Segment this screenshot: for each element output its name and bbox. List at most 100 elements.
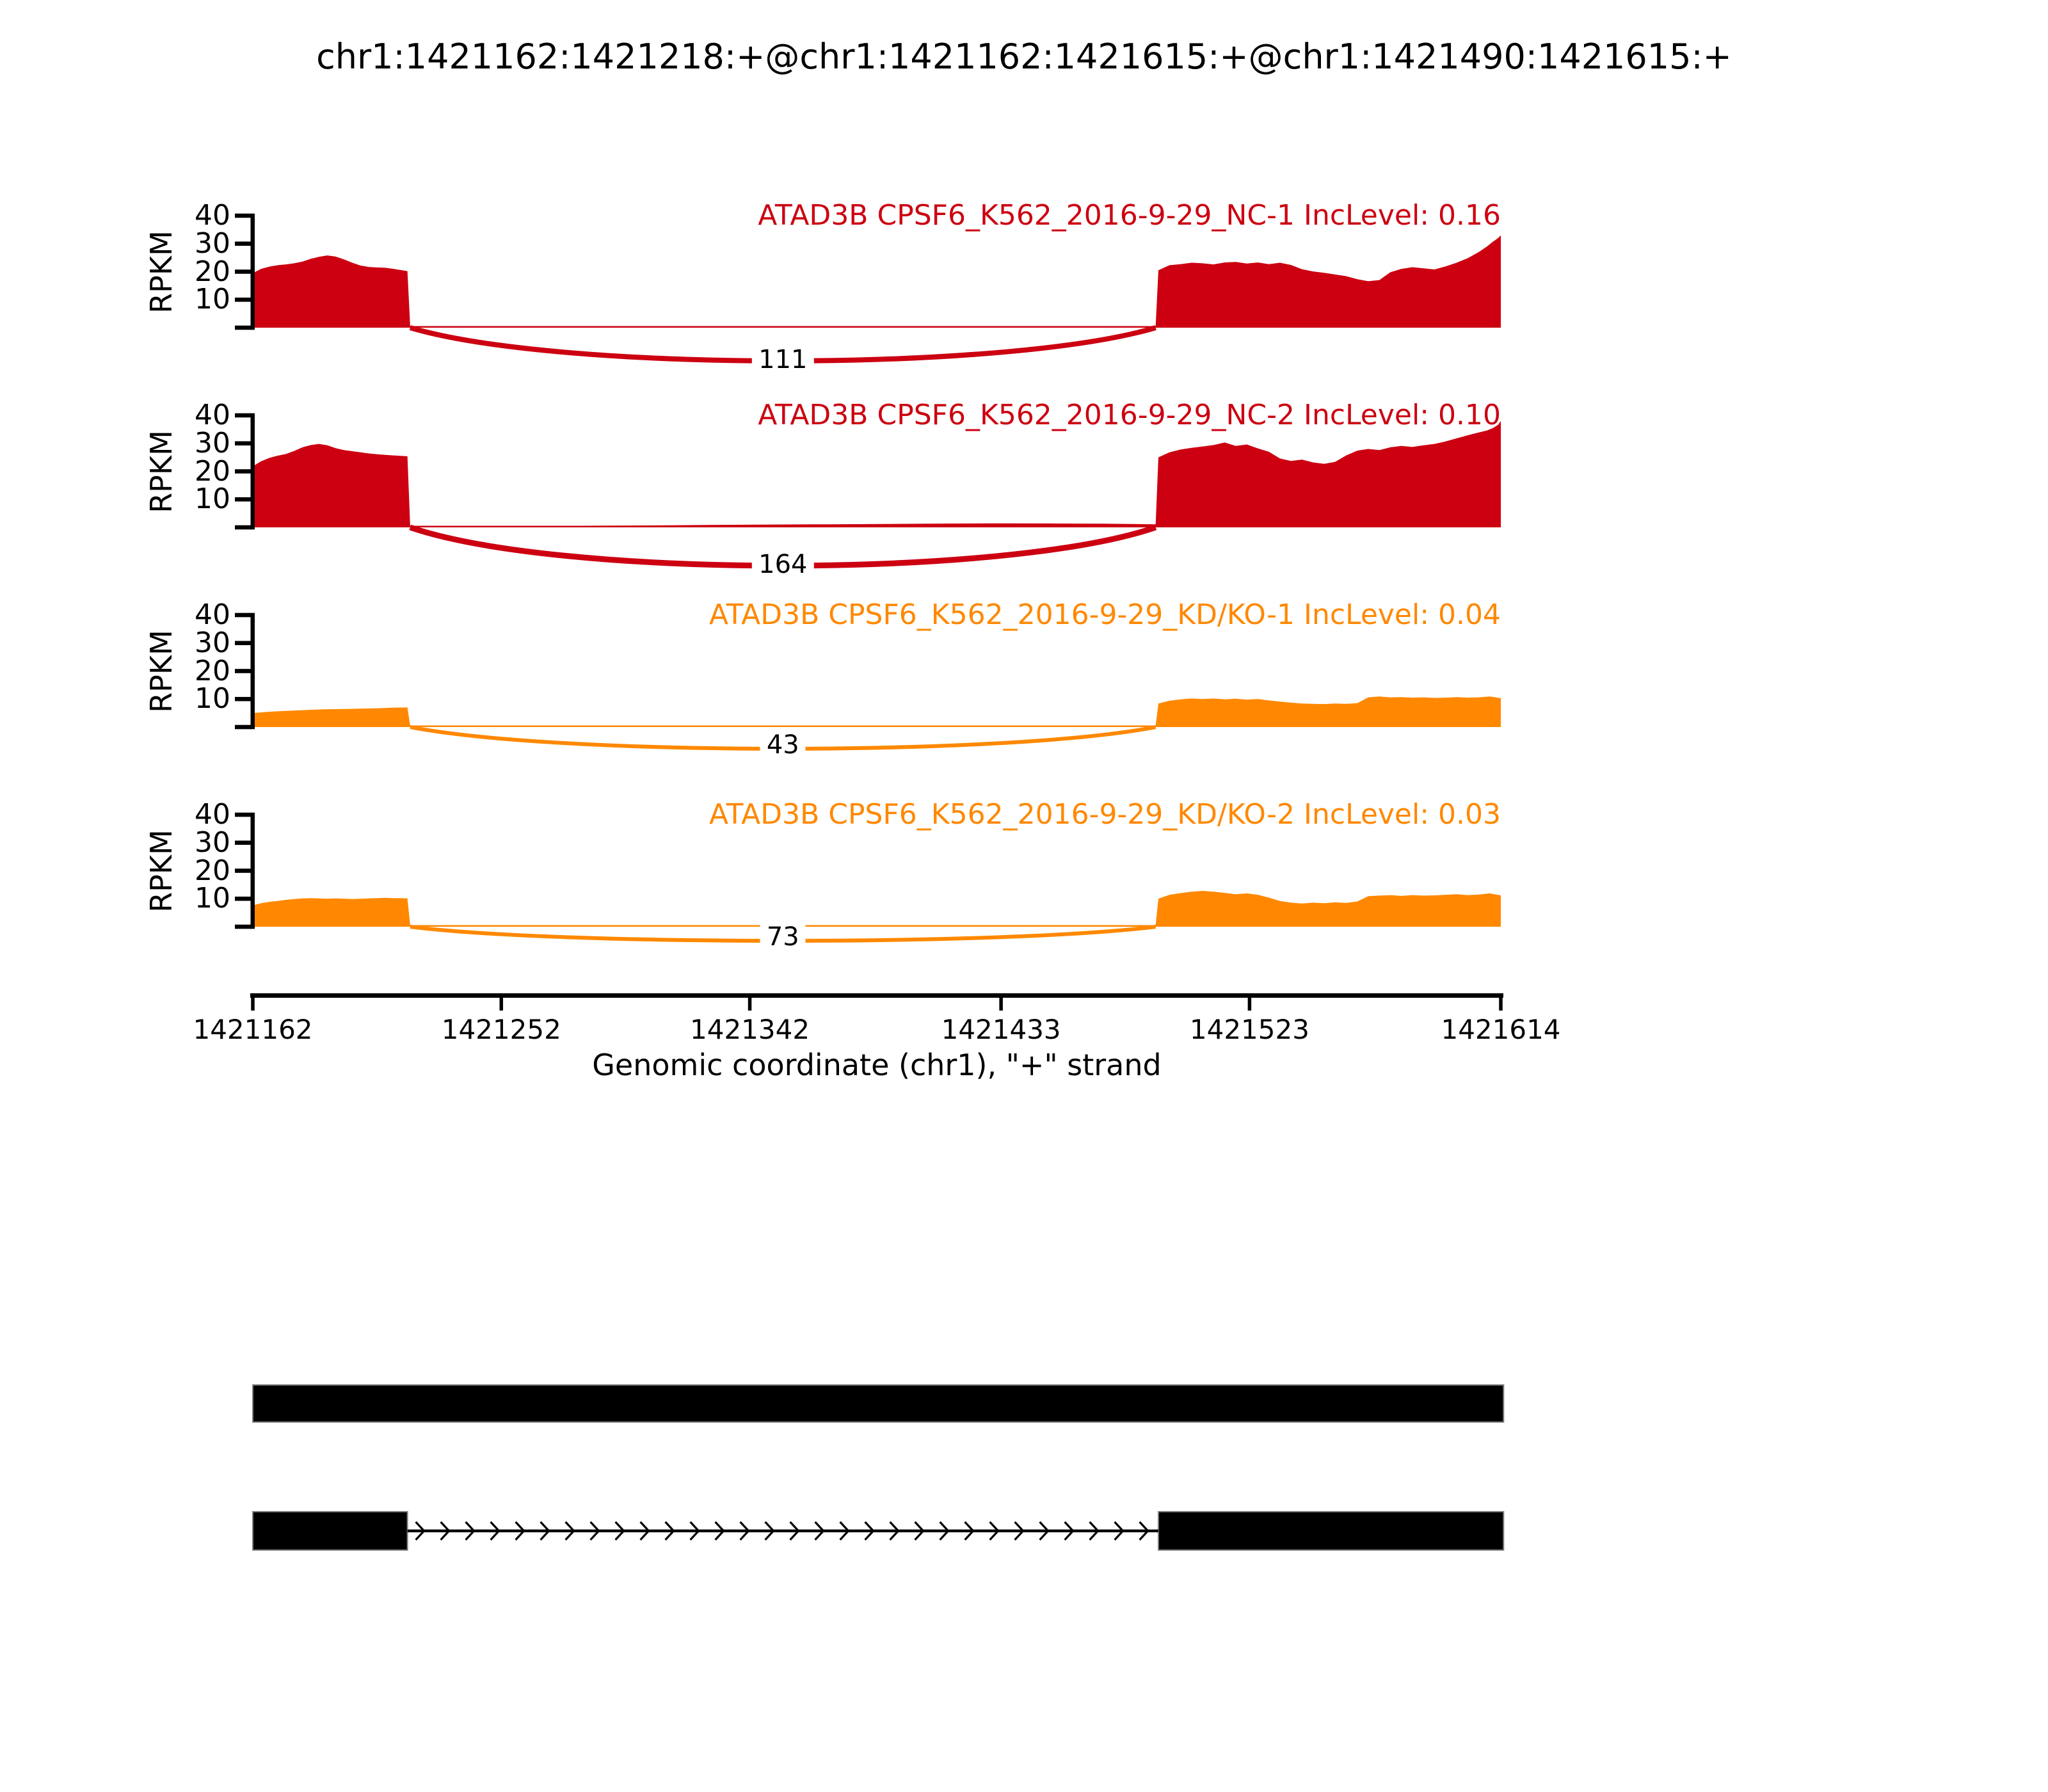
x-axis-tick — [1499, 995, 1503, 1011]
y-axis-tick-track-2 — [235, 525, 252, 530]
figure-title: chr1:1421162:1421218:+@chr1:1421162:1421… — [316, 36, 1732, 77]
strand-arrow-icon — [589, 1521, 600, 1541]
y-axis-tick-track-4 — [235, 924, 252, 929]
strand-arrow-icon — [1114, 1521, 1124, 1541]
y-axis-tick-track-1 — [235, 213, 252, 218]
x-axis-tick — [999, 995, 1003, 1011]
strand-arrow-icon — [739, 1521, 750, 1541]
x-axis-title: Genomic coordinate (chr1), "+" strand — [592, 1048, 1162, 1082]
x-tick-label: 1421252 — [441, 1014, 561, 1045]
y-axis-tick-track-3 — [235, 612, 252, 618]
strand-arrow-icon — [614, 1521, 625, 1541]
strand-arrow-icon — [465, 1521, 476, 1541]
y-axis-spine-track-1 — [250, 213, 255, 330]
y-axis-spine-track-4 — [250, 812, 255, 929]
y-axis-tick-track-2 — [235, 497, 252, 502]
junction-count-label: 43 — [760, 731, 806, 759]
y-axis-tick-track-3 — [235, 669, 252, 673]
y-axis-tick-track-2 — [235, 413, 252, 418]
strand-arrow-icon — [564, 1521, 575, 1541]
coverage-area-track-3 — [253, 696, 1501, 727]
strand-arrow-icon — [889, 1521, 900, 1541]
strand-arrow-icon — [639, 1521, 650, 1541]
strand-arrow-icon — [814, 1521, 825, 1541]
y-axis-tick-track-2 — [235, 469, 252, 474]
x-axis-spine — [250, 993, 1503, 998]
y-axis-tick-track-2 — [235, 441, 252, 446]
strand-arrow-icon — [914, 1521, 925, 1541]
strand-arrow-icon — [664, 1521, 675, 1541]
strand-arrow-icon — [1089, 1521, 1100, 1541]
y-axis-tick-track-4 — [235, 868, 252, 873]
y-tick-label: 20 — [195, 654, 230, 687]
strand-arrow-icon — [864, 1521, 875, 1541]
strand-arrow-icon — [964, 1521, 975, 1541]
y-axis-tick-track-4 — [235, 812, 252, 817]
track-label: ATAD3B CPSF6_K562_2016-9-29_NC-2 IncLeve… — [758, 399, 1501, 431]
y-axis-tick-track-3 — [235, 724, 252, 730]
y-axis-label: RPKM — [144, 230, 179, 314]
strand-arrow-icon — [989, 1521, 1000, 1541]
strand-arrow-icon — [1039, 1521, 1050, 1541]
strand-arrow-icon — [1014, 1521, 1025, 1541]
x-axis-tick — [499, 995, 504, 1011]
strand-arrow-icon — [764, 1521, 775, 1541]
strand-arrow-icon — [515, 1521, 525, 1541]
strand-arrow-icon — [440, 1521, 451, 1541]
strand-arrow-icon — [1064, 1521, 1075, 1541]
x-axis-tick — [748, 995, 752, 1011]
gene-model-2-intron-line — [407, 1529, 1159, 1533]
y-axis-tick-track-1 — [235, 297, 252, 302]
strand-arrow-icon — [540, 1521, 550, 1541]
y-tick-label: 30 — [195, 826, 230, 859]
y-axis-label: RPKM — [144, 829, 179, 913]
strand-arrow-icon — [689, 1521, 700, 1541]
y-tick-label: 20 — [195, 454, 230, 488]
y-tick-label: 40 — [195, 598, 230, 631]
gene-model-1-exon — [252, 1384, 1505, 1423]
y-tick-label: 30 — [195, 426, 230, 460]
y-tick-label: 40 — [195, 199, 230, 232]
track-label: ATAD3B CPSF6_K562_2016-9-29_KD/KO-2 IncL… — [708, 798, 1501, 831]
y-axis-tick-track-4 — [235, 896, 252, 901]
junction-count-label: 111 — [752, 346, 814, 374]
y-tick-label: 30 — [195, 626, 230, 659]
y-axis-tick-track-3 — [235, 641, 252, 646]
coverage-area-track-1 — [253, 235, 1501, 328]
y-axis-tick-track-3 — [235, 696, 252, 701]
junction-count-label: 73 — [760, 923, 806, 951]
strand-arrow-icon — [1139, 1521, 1149, 1541]
y-tick-label: 10 — [195, 882, 230, 915]
coverage-area-track-2 — [253, 420, 1501, 527]
y-axis-tick-track-4 — [235, 840, 252, 845]
track-label: ATAD3B CPSF6_K562_2016-9-29_KD/KO-1 IncL… — [708, 598, 1501, 631]
junction-count-label: 164 — [752, 550, 814, 579]
x-tick-label: 1421342 — [690, 1014, 810, 1045]
x-tick-label: 1421433 — [941, 1014, 1061, 1045]
y-axis-spine-track-3 — [250, 612, 255, 730]
y-tick-label: 20 — [195, 854, 230, 887]
x-tick-label: 1421523 — [1189, 1014, 1309, 1045]
y-tick-label: 10 — [195, 682, 230, 716]
gene-model-2-exon — [1158, 1511, 1505, 1551]
x-tick-label: 1421614 — [1441, 1014, 1561, 1045]
y-axis-tick-track-1 — [235, 325, 252, 330]
y-axis-label: RPKM — [144, 629, 179, 713]
strand-arrow-icon — [789, 1521, 800, 1541]
y-tick-label: 30 — [195, 227, 230, 260]
y-axis-tick-track-1 — [235, 269, 252, 274]
y-axis-label: RPKM — [144, 429, 179, 513]
y-tick-label: 10 — [195, 483, 230, 516]
coverage-area-track-4 — [253, 891, 1501, 927]
track-label: ATAD3B CPSF6_K562_2016-9-29_NC-1 IncLeve… — [758, 199, 1501, 232]
strand-arrow-icon — [415, 1521, 426, 1541]
strand-arrow-icon — [839, 1521, 850, 1541]
y-axis-spine-track-2 — [250, 413, 255, 530]
y-axis-tick-track-1 — [235, 241, 252, 246]
y-tick-label: 40 — [195, 798, 230, 831]
x-tick-label: 1421162 — [193, 1014, 313, 1045]
strand-arrow-icon — [714, 1521, 725, 1541]
strand-arrow-icon — [490, 1521, 500, 1541]
